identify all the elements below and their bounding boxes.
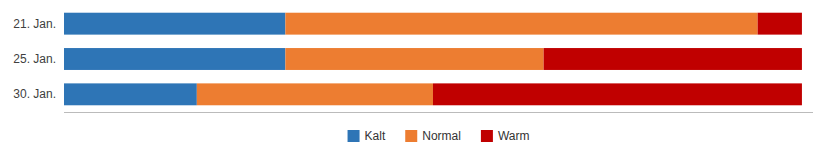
bar-segment xyxy=(64,48,285,70)
category-label: 30. Jan. xyxy=(13,87,56,101)
bar-segment xyxy=(544,48,802,70)
bars xyxy=(64,13,802,106)
legend-item: Normal xyxy=(405,129,461,143)
chart: 21. Jan. 25. Jan. 30. Jan. Kalt Normal Warm xyxy=(0,0,827,152)
chart-container: 21. Jan. 25. Jan. 30. Jan. Kalt Normal Warm xyxy=(0,0,827,152)
legend-item: Kalt xyxy=(348,129,386,143)
category-label: 25. Jan. xyxy=(13,52,56,66)
bar-segment xyxy=(285,13,757,35)
bar-segment xyxy=(64,13,285,35)
legend: Kalt Normal Warm xyxy=(348,129,530,143)
bar-segment xyxy=(197,83,433,105)
legend-label: Normal xyxy=(422,129,461,143)
legend-label: Kalt xyxy=(365,129,386,143)
x-axis-line xyxy=(64,112,813,113)
legend-label: Warm xyxy=(498,129,530,143)
legend-swatch xyxy=(481,130,493,142)
legend-item: Warm xyxy=(481,129,530,143)
bar-segment xyxy=(64,83,197,105)
bar-segment xyxy=(285,48,543,70)
bar-segment xyxy=(433,83,802,105)
category-label: 21. Jan. xyxy=(13,17,56,31)
legend-swatch xyxy=(405,130,417,142)
legend-swatch xyxy=(348,130,360,142)
bar-segment xyxy=(758,13,802,35)
